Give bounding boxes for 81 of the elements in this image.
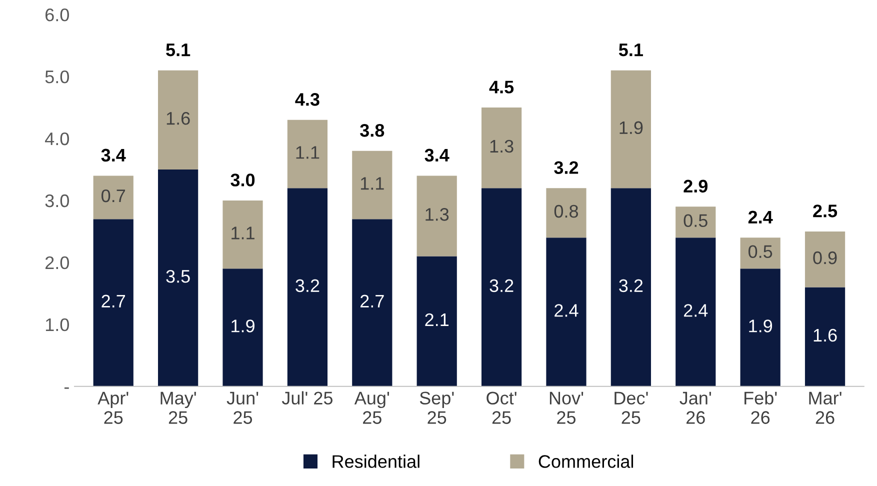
data-label: 2.1 <box>425 313 449 326</box>
bar <box>352 219 392 386</box>
total-label: 2.9 <box>684 180 708 193</box>
bar <box>287 120 328 188</box>
data-label: 1.6 <box>166 112 190 125</box>
bar <box>93 176 134 220</box>
y-tick-label: - <box>64 387 69 389</box>
bar <box>804 287 846 386</box>
bar <box>481 108 522 188</box>
data-label: 1.9 <box>232 320 254 332</box>
bar <box>287 188 328 386</box>
bar <box>676 238 716 386</box>
legend-label: Residential <box>332 454 420 468</box>
bar <box>676 206 716 238</box>
bar <box>222 268 263 386</box>
bar <box>610 188 651 386</box>
total-label: 3.4 <box>424 148 450 162</box>
bar <box>610 70 651 188</box>
total-label: 2.4 <box>748 210 773 224</box>
y-tick-label: 6.0 <box>46 8 69 22</box>
data-label: 1.3 <box>426 208 449 221</box>
data-label: 2.7 <box>360 294 384 308</box>
total-label: 4.5 <box>489 80 514 94</box>
x-tick-label: Oct' 25 <box>486 392 516 424</box>
data-label: 1.1 <box>360 177 384 190</box>
total-label: 5.1 <box>618 44 643 56</box>
x-tick-label: Dec' 25 <box>614 392 648 424</box>
total-label: 3.4 <box>101 148 126 162</box>
bar <box>222 200 263 269</box>
total-label: 3.2 <box>554 161 578 174</box>
x-tick-label: Jul' 25 <box>282 391 333 404</box>
data-label: 0.7 <box>102 189 126 202</box>
x-tick-label: Aug' 25 <box>354 392 390 424</box>
x-tick-label: Jan' 26 <box>680 392 712 424</box>
bar <box>158 169 198 386</box>
total-label: 3.8 <box>360 124 384 137</box>
x-tick-label: Nov' 25 <box>550 392 584 424</box>
y-tick-label: 3.0 <box>45 194 69 208</box>
data-label: 3.2 <box>490 279 514 292</box>
bar <box>740 268 780 386</box>
x-tick-label: Feb' 26 <box>744 391 777 424</box>
bar <box>416 256 457 386</box>
data-label: 2.7 <box>102 294 126 308</box>
data-label: 2.4 <box>554 304 578 317</box>
bar <box>740 238 780 269</box>
data-label: 1.9 <box>620 121 643 134</box>
x-tick-label: Jun' 25 <box>226 392 258 424</box>
y-tick-label: 5.0 <box>45 70 69 84</box>
data-label: 0.9 <box>813 251 837 264</box>
total-label: 5.1 <box>166 44 190 56</box>
total-label: 2.5 <box>813 204 838 218</box>
bar <box>804 231 846 288</box>
y-tick-label: 2.0 <box>45 256 69 270</box>
bar <box>416 176 457 256</box>
data-label: 1.6 <box>814 328 837 342</box>
bar <box>158 70 198 170</box>
x-tick-label: Mar' 26 <box>809 392 842 424</box>
data-label: 1.1 <box>296 146 320 159</box>
data-label: 1.9 <box>749 320 772 332</box>
bar <box>481 188 522 386</box>
data-label: 1.3 <box>490 140 514 153</box>
data-label: 2.4 <box>684 304 708 317</box>
x-tick-label: Apr' 25 <box>98 392 128 424</box>
data-label: 3.5 <box>166 270 190 283</box>
data-label: 0.8 <box>554 204 578 218</box>
total-label: 4.3 <box>295 93 320 106</box>
data-label: 3.2 <box>296 279 320 292</box>
x-tick-label: May' 25 <box>160 392 196 424</box>
bar <box>546 188 586 238</box>
bar <box>352 150 392 220</box>
data-label: 1.1 <box>232 226 254 240</box>
data-label: 3.2 <box>619 279 643 292</box>
bar <box>546 238 586 386</box>
x-tick-label: Sep' 25 <box>420 392 454 424</box>
total-label: 3.0 <box>230 174 255 186</box>
y-tick-label: 1.0 <box>46 318 69 332</box>
legend-label: Commercial <box>538 454 634 468</box>
bar <box>93 219 134 386</box>
y-tick-label: 4.0 <box>45 132 69 146</box>
data-label: 0.5 <box>684 214 708 228</box>
data-label: 0.5 <box>748 245 772 258</box>
